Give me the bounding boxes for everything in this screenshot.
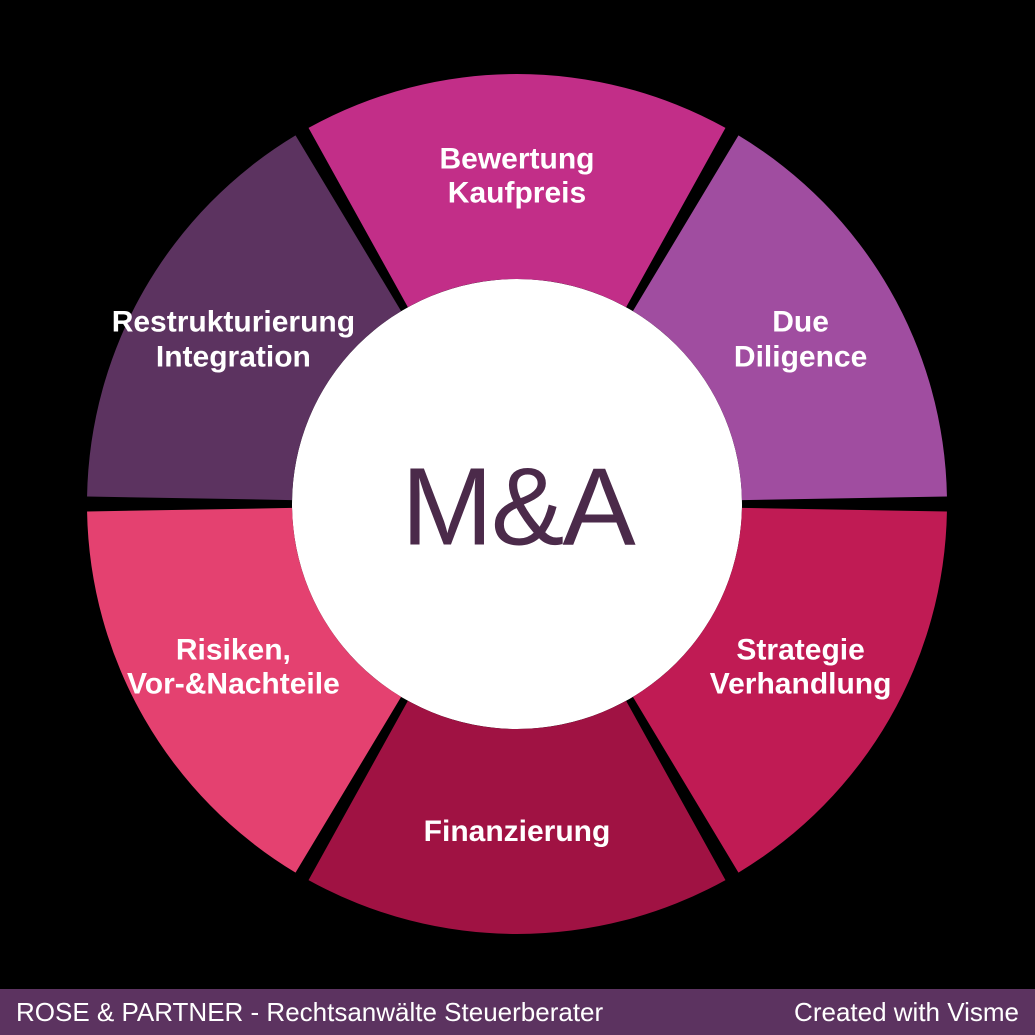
center-label: M&A (401, 444, 633, 571)
footer-right-text: Created with Visme (794, 997, 1019, 1028)
donut-segment-label-1: Due Diligence (734, 306, 867, 375)
stage: M&A ROSE & PARTNER - Rechtsanwälte Steue… (0, 0, 1035, 1035)
donut-segment-label-5: Restrukturierung Integration (112, 306, 355, 375)
footer-left-text: ROSE & PARTNER - Rechtsanwälte Steuerber… (16, 997, 603, 1028)
donut-segment-label-3: Finanzierung (424, 814, 611, 849)
donut-segment-label-0: Bewertung Kaufpreis (439, 142, 594, 211)
footer-bar: ROSE & PARTNER - Rechtsanwälte Steuerber… (0, 989, 1035, 1035)
donut-segment-label-2: Strategie Verhandlung (710, 633, 892, 702)
donut-segment-label-4: Risiken, Vor-&Nachteile (127, 633, 340, 702)
